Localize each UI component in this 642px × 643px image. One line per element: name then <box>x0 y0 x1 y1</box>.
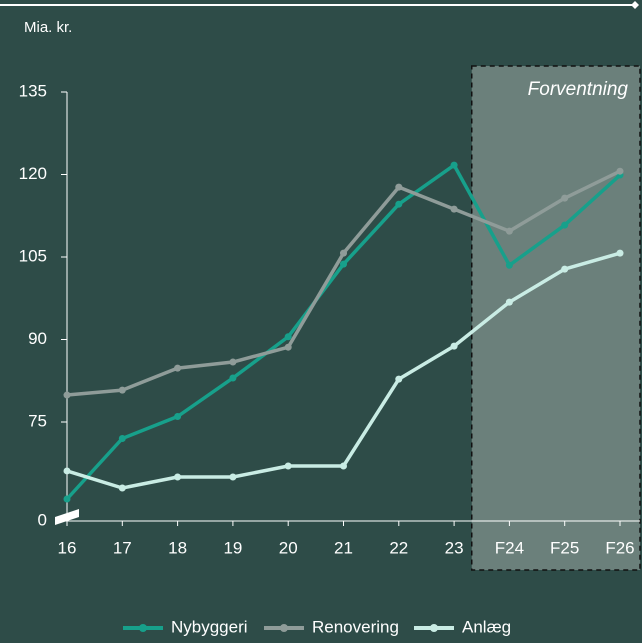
y-tick-label: 90 <box>28 329 47 348</box>
axis-break <box>55 509 79 525</box>
data-point <box>63 495 71 503</box>
data-point <box>561 221 569 229</box>
data-point <box>395 375 403 383</box>
data-point <box>505 227 513 235</box>
x-tick-label: 19 <box>223 538 242 557</box>
data-point <box>118 435 126 442</box>
data-point <box>174 413 182 420</box>
x-tick-label: 17 <box>113 538 132 557</box>
legend-label: Nybyggeri <box>171 617 248 636</box>
forecast-label: Forventning <box>528 79 629 100</box>
data-point <box>561 194 569 202</box>
data-point <box>340 249 347 257</box>
x-tick-label: 23 <box>445 538 464 557</box>
data-point <box>174 364 182 372</box>
data-point <box>284 343 292 351</box>
data-point <box>284 462 292 470</box>
data-point <box>118 386 126 394</box>
data-point <box>395 200 403 208</box>
data-point <box>229 473 237 481</box>
y-tick-label: 105 <box>19 246 47 265</box>
data-point <box>395 183 403 191</box>
data-point <box>63 467 71 475</box>
data-point <box>450 161 458 169</box>
y-tick-label: 135 <box>19 81 47 100</box>
data-point <box>340 260 347 268</box>
data-point <box>229 374 237 382</box>
x-tick-label: F26 <box>605 538 634 557</box>
data-point <box>561 265 569 273</box>
legend-swatch-dot <box>280 624 288 632</box>
data-point <box>505 298 513 306</box>
y-tick-label: 120 <box>19 164 47 183</box>
data-point <box>229 358 237 366</box>
y-tick-label: 0 <box>38 510 47 529</box>
x-tick-label: 21 <box>334 538 353 557</box>
x-tick-label: F24 <box>495 538 524 557</box>
y-tick-label: 75 <box>28 411 47 430</box>
x-tick-label: 18 <box>168 538 187 557</box>
top-rule-end <box>631 1 639 9</box>
x-tick-label: 20 <box>279 538 298 557</box>
y-unit-label: Mia. kr. <box>24 19 72 36</box>
data-point <box>340 462 347 470</box>
data-point <box>63 391 71 399</box>
x-tick-label: F25 <box>550 538 579 557</box>
data-point <box>174 473 182 481</box>
data-point <box>284 333 292 341</box>
legend-label: Renovering <box>312 617 399 636</box>
legend-label: Anlæg <box>462 617 511 636</box>
legend-swatch-dot <box>430 624 438 632</box>
data-point <box>616 167 624 175</box>
legend-swatch-dot <box>139 624 147 632</box>
data-point <box>616 249 624 257</box>
forecast-region <box>471 65 641 571</box>
x-tick-label: 22 <box>389 538 408 557</box>
data-point <box>505 261 513 269</box>
x-tick-label: 16 <box>58 538 77 557</box>
data-point <box>118 484 126 492</box>
data-point <box>450 205 458 213</box>
data-point <box>450 342 458 350</box>
